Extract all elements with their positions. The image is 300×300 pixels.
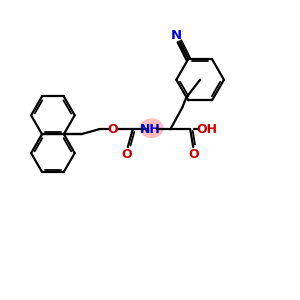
Text: O: O: [189, 148, 200, 160]
Text: N: N: [171, 29, 182, 42]
Text: O: O: [108, 123, 118, 136]
Text: OH: OH: [196, 123, 218, 136]
Text: O: O: [122, 148, 132, 160]
Text: NH: NH: [140, 123, 161, 136]
Ellipse shape: [140, 118, 164, 138]
